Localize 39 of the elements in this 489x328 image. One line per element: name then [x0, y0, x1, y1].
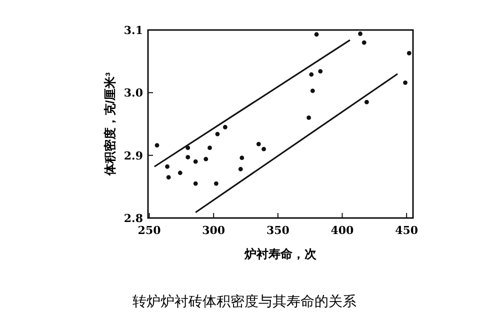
point [406, 50, 412, 56]
point [364, 100, 369, 104]
point [214, 181, 218, 186]
point [165, 164, 170, 169]
y-tick-label: 3.0 [124, 86, 144, 100]
point [314, 32, 319, 37]
point [256, 142, 261, 146]
x-tick-label: 400 [330, 224, 354, 237]
point [306, 116, 311, 120]
text: 转炉炉衬砖体积密度与其寿命的关系 [132, 293, 356, 309]
y-tick-label: 2.8 [124, 212, 144, 225]
x-tick-label: 300 [202, 224, 226, 237]
point [403, 80, 408, 85]
point [318, 69, 323, 74]
point [186, 146, 190, 150]
y-axis-title: 体积密度，克/厘米³ [103, 72, 117, 177]
x-tick-label: 350 [266, 224, 290, 237]
point [222, 124, 228, 130]
y-tick-label: 2.9 [124, 149, 143, 162]
point [193, 159, 198, 164]
point [238, 166, 243, 172]
x-axis-title: 炉衬寿命，次 [244, 247, 318, 261]
point [215, 132, 220, 136]
point [262, 146, 266, 152]
point [208, 146, 212, 150]
point [358, 32, 362, 36]
point [362, 40, 366, 45]
point [178, 170, 182, 176]
point [186, 155, 190, 160]
point [193, 181, 198, 186]
x-tick-label: 450 [395, 224, 418, 237]
y-tick-label: 3.1 [124, 24, 143, 37]
point [309, 72, 314, 77]
point [154, 143, 160, 148]
point [310, 88, 315, 93]
point [240, 156, 244, 160]
point [166, 175, 171, 180]
x-tick-label: 250 [138, 224, 162, 237]
point [204, 156, 208, 162]
